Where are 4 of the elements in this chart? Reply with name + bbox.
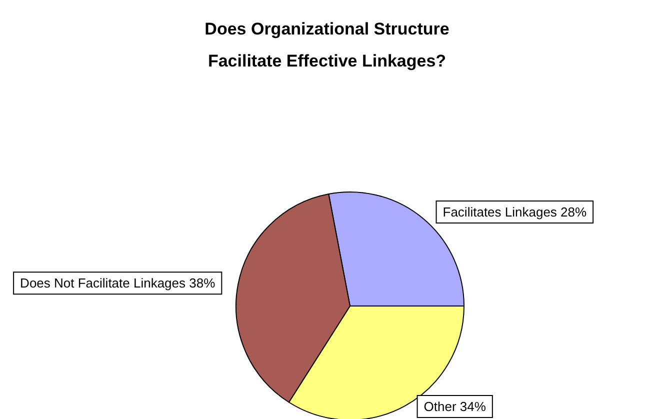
slice-label: Other 34%	[424, 399, 486, 414]
chart-title: Does Organizational Structure Facilitate Effective Linkages?	[204, 20, 450, 70]
slice-label: Does Not Facilitate Linkages 38%	[20, 276, 216, 291]
slice-label: Facilitates Linkages 28%	[442, 204, 588, 220]
